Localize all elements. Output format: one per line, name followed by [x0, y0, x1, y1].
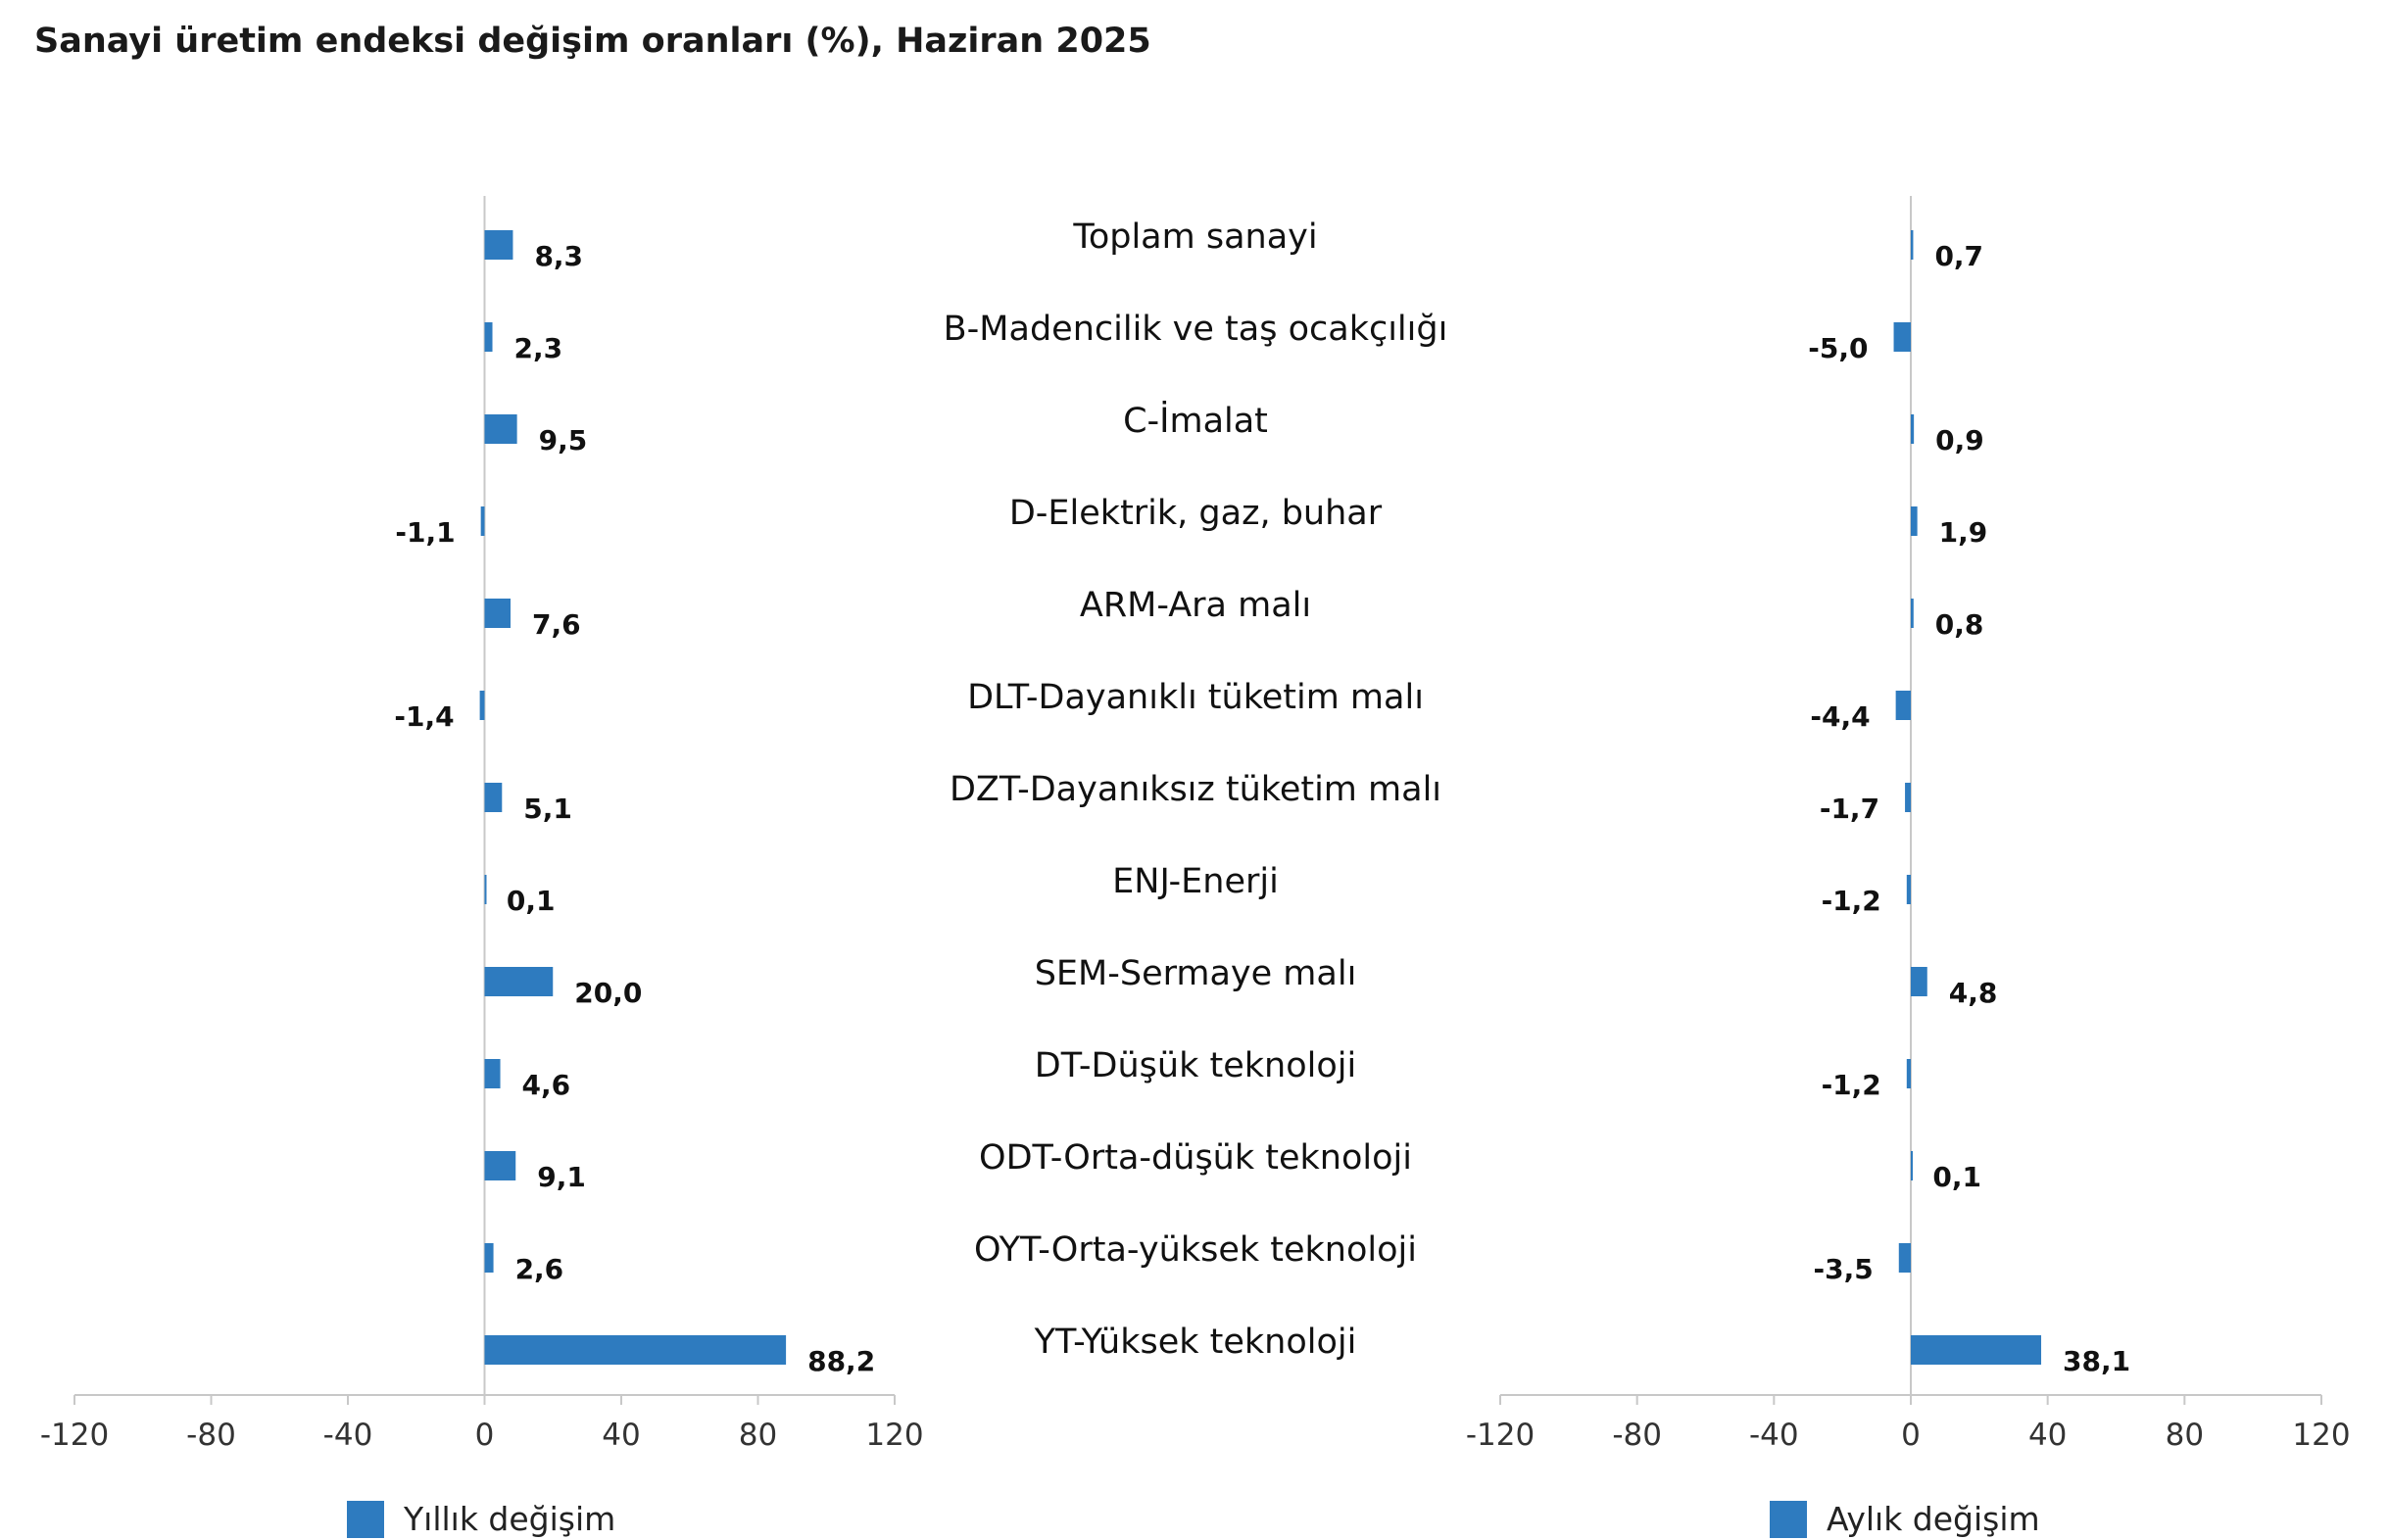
x-tick-label: -120 — [40, 1418, 109, 1453]
data-label: -5,0 — [1808, 332, 1868, 364]
data-label: 9,5 — [539, 424, 588, 457]
data-label: -1,4 — [394, 700, 454, 733]
legend-label-yearly: Yıllık değişim — [404, 1500, 616, 1538]
legend-swatch-yearly — [347, 1500, 384, 1538]
bar — [484, 1243, 494, 1273]
data-label: 0,1 — [507, 885, 556, 917]
data-label: 8,3 — [534, 240, 583, 272]
data-label: 2,6 — [515, 1253, 564, 1285]
legend-label-monthly: Aylık değişim — [1827, 1500, 2040, 1538]
category-label: C-İmalat — [1123, 400, 1268, 441]
x-tick-label: 120 — [865, 1418, 923, 1453]
x-tick-label: -80 — [1612, 1418, 1662, 1453]
data-label: 1,9 — [1939, 516, 1988, 549]
legend-yearly: Yıllık değişim — [347, 1500, 615, 1538]
bar — [1911, 230, 1914, 260]
category-label: B-Madencilik ve taş ocakçılığı — [944, 310, 1448, 349]
x-tick-label: -120 — [1466, 1418, 1535, 1453]
data-label: 0,7 — [1934, 240, 1983, 272]
category-label: DLT-Dayanıklı tüketim malı — [967, 678, 1424, 717]
category-label: DT-Düşük teknoloji — [1035, 1046, 1356, 1085]
x-tick-label: 0 — [475, 1418, 495, 1453]
bar — [484, 414, 517, 444]
bar — [1911, 967, 1927, 996]
bar — [484, 875, 487, 904]
bar — [1906, 875, 1911, 904]
bar — [484, 1335, 787, 1365]
bar — [1905, 783, 1911, 812]
data-label: 0,1 — [1932, 1161, 1981, 1193]
bar — [480, 506, 485, 536]
bar — [484, 967, 554, 996]
x-tick-label: -80 — [186, 1418, 236, 1453]
category-label: Toplam sanayi — [1072, 217, 1317, 257]
chart-title: Sanayi üretim endeksi değişim oranları (… — [34, 22, 1151, 61]
bar — [484, 599, 512, 628]
category-label: OYT-Orta-yüksek teknoloji — [974, 1230, 1417, 1270]
bar — [1906, 1059, 1911, 1088]
data-label: 0,8 — [1935, 608, 1984, 641]
data-label: -1,2 — [1822, 885, 1881, 917]
x-tick-label: -40 — [1749, 1418, 1799, 1453]
bar — [1911, 1335, 2042, 1365]
bar — [484, 783, 503, 812]
bar — [1895, 691, 1911, 720]
bar — [1911, 414, 1915, 444]
category-label: YT-Yüksek teknoloji — [1034, 1323, 1357, 1362]
data-label: -3,5 — [1814, 1253, 1874, 1285]
category-label: D-Elektrik, gaz, buhar — [1009, 494, 1383, 533]
x-tick-label: 40 — [602, 1418, 640, 1453]
category-label: ENJ-Enerji — [1112, 862, 1279, 901]
data-label: 5,1 — [523, 793, 572, 825]
bar — [484, 1059, 501, 1088]
data-label: 20,0 — [574, 977, 642, 1009]
yearly-change-panel: -120 -80 -40 0 40 80 120 8,3 2,3 9,5 -1,1 7,6 -1,4 5,… — [40, 196, 924, 1453]
data-label: -1,1 — [395, 516, 455, 549]
category-label: SEM-Sermaye malı — [1035, 954, 1357, 993]
category-label: DZT-Dayanıksız tüketim malı — [950, 770, 1441, 809]
x-tick-label: 40 — [2028, 1418, 2067, 1453]
category-label: ARM-Ara malı — [1080, 586, 1311, 625]
data-label: 4,8 — [1949, 977, 1998, 1009]
bar — [1893, 322, 1911, 352]
legend-swatch-monthly — [1770, 1500, 1807, 1538]
data-label: -1,7 — [1820, 793, 1879, 825]
data-label: -1,2 — [1822, 1069, 1881, 1101]
data-label: 9,1 — [537, 1161, 586, 1193]
data-label: 0,9 — [1935, 424, 1984, 457]
monthly-change-panel: -120 -80 -40 0 40 80 120 0,7 -5,0 0,9 1,9 0,8 -4,4 -1… — [1466, 196, 2351, 1453]
x-tick-label: -40 — [323, 1418, 373, 1453]
bar — [1911, 599, 1914, 628]
x-tick-label: 0 — [1901, 1418, 1921, 1453]
data-label: 4,6 — [522, 1069, 571, 1101]
bar — [479, 691, 485, 720]
data-label: 7,6 — [532, 608, 581, 641]
data-label: 88,2 — [807, 1345, 875, 1377]
x-tick-label: 80 — [2166, 1418, 2204, 1453]
bar — [484, 322, 493, 352]
bar — [1898, 1243, 1911, 1273]
bar — [1911, 506, 1918, 536]
category-labels: Toplam sanayi B-Madencilik ve taş ocakçıl… — [944, 217, 1448, 1362]
legend-monthly: Aylık değişim — [1770, 1500, 2040, 1538]
bar — [484, 230, 513, 260]
data-label: -4,4 — [1810, 700, 1870, 733]
data-label: 2,3 — [514, 332, 563, 364]
x-tick-label: 80 — [739, 1418, 777, 1453]
category-label: ODT-Orta-düşük teknoloji — [979, 1138, 1412, 1178]
bar — [1911, 1151, 1913, 1180]
x-tick-label: 120 — [2292, 1418, 2350, 1453]
bar — [484, 1151, 516, 1180]
data-label: 38,1 — [2063, 1345, 2130, 1377]
